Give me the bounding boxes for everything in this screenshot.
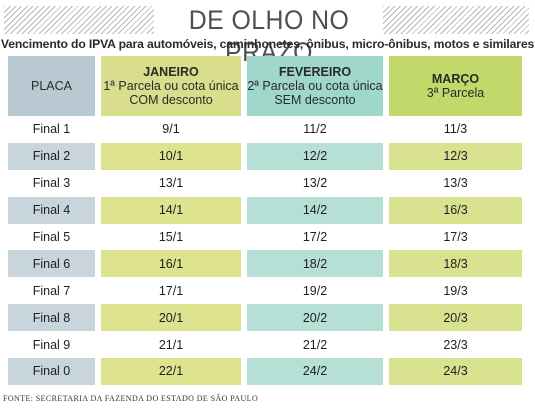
cell-marco: 24/3 (389, 358, 522, 385)
title-hatch-left (4, 6, 154, 34)
table-row: Final 7 17/1 19/2 19/3 (8, 277, 522, 304)
table-row: Final 9 21/1 21/2 23/3 (8, 331, 522, 358)
cell-fevereiro: 11/2 (303, 122, 327, 137)
cell-fevereiro: 18/2 (247, 250, 383, 278)
header-marco-month: MARÇO (431, 72, 480, 86)
page-title: DE OLHO NO PRAZO (188, 5, 350, 67)
header-fevereiro-line2: SEM desconto (274, 93, 356, 107)
cell-fevereiro: 13/2 (302, 176, 328, 191)
cell-placa: Final 6 (8, 250, 95, 278)
table-row: Final 2 10/1 12/2 12/3 (8, 142, 522, 170)
table-row: Final 0 22/1 24/2 24/3 (8, 358, 522, 385)
cell-janeiro: 21/1 (158, 337, 184, 352)
cell-marco: 18/3 (389, 250, 522, 278)
ipva-schedule-table: PLACA JANEIRO 1ª Parcela ou cota única C… (2, 56, 528, 385)
cell-janeiro: 9/1 (162, 122, 180, 137)
cell-placa: Final 9 (32, 337, 71, 352)
header-janeiro-month: JANEIRO (143, 65, 199, 79)
table-row: Final 6 16/1 18/2 18/3 (8, 250, 522, 278)
cell-fevereiro: 14/2 (247, 196, 383, 224)
cell-janeiro: 20/1 (101, 304, 241, 332)
cell-marco: 12/3 (389, 142, 522, 170)
cell-placa: Final 7 (32, 283, 71, 298)
table-row: Final 5 15/1 17/2 17/3 (8, 224, 522, 251)
header-marco-line1: 3ª Parcela (426, 86, 485, 100)
title-bar: DE OLHO NO PRAZO (0, 4, 535, 67)
table-row: Final 4 14/1 14/2 16/3 (8, 196, 522, 224)
header-fevereiro: FEVEREIRO 2ª Parcela ou cota única SEM d… (247, 56, 383, 116)
cell-marco: 20/3 (389, 304, 522, 332)
cell-placa: Final 4 (8, 196, 95, 224)
cell-janeiro: 16/1 (101, 250, 241, 278)
cell-marco: 23/3 (443, 337, 468, 352)
cell-fevereiro: 19/2 (302, 283, 328, 298)
table-row: Final 3 13/1 13/2 13/3 (8, 170, 522, 197)
cell-janeiro: 22/1 (101, 358, 241, 385)
cell-placa: Final 0 (8, 358, 95, 385)
cell-janeiro: 13/1 (158, 176, 184, 191)
cell-marco: 13/3 (443, 176, 468, 191)
table-header-row: PLACA JANEIRO 1ª Parcela ou cota única C… (8, 56, 522, 116)
header-janeiro: JANEIRO 1ª Parcela ou cota única COM des… (101, 56, 241, 116)
cell-marco: 17/3 (443, 230, 468, 244)
header-janeiro-line1: 1ª Parcela ou cota única (103, 79, 239, 93)
title-hatch-right (383, 6, 529, 34)
header-fevereiro-month: FEVEREIRO (278, 65, 352, 79)
cell-placa: Final 5 (32, 230, 71, 244)
cell-fevereiro: 20/2 (247, 304, 383, 332)
source-credit: FONTE: SECRETARIA DA FAZENDA DO ESTADO D… (3, 394, 259, 403)
cell-fevereiro: 12/2 (247, 142, 383, 170)
cell-janeiro: 15/1 (158, 230, 184, 244)
cell-fevereiro: 21/2 (302, 337, 328, 352)
cell-fevereiro: 24/2 (247, 358, 383, 385)
table-row: Final 1 9/1 11/2 11/3 (8, 116, 522, 143)
cell-placa: Final 1 (32, 122, 71, 137)
header-marco: MARÇO 3ª Parcela (389, 56, 522, 116)
header-placa: PLACA (8, 56, 95, 116)
cell-placa: Final 2 (8, 142, 95, 170)
cell-placa: Final 8 (8, 304, 95, 332)
cell-marco: 16/3 (389, 196, 522, 224)
cell-fevereiro: 17/2 (302, 230, 328, 244)
cell-marco: 11/3 (443, 122, 468, 137)
cell-janeiro: 10/1 (101, 142, 241, 170)
cell-janeiro: 14/1 (101, 196, 241, 224)
page-subtitle: Vencimento do IPVA para automóveis, cami… (0, 37, 535, 51)
cell-janeiro: 17/1 (158, 283, 184, 298)
cell-placa: Final 3 (32, 176, 71, 191)
cell-marco: 19/3 (443, 283, 468, 298)
header-placa-label: PLACA (31, 79, 72, 93)
header-fevereiro-line1: 2ª Parcela ou cota única (247, 79, 383, 93)
table-row: Final 8 20/1 20/2 20/3 (8, 304, 522, 332)
header-janeiro-line2: COM desconto (129, 93, 213, 107)
